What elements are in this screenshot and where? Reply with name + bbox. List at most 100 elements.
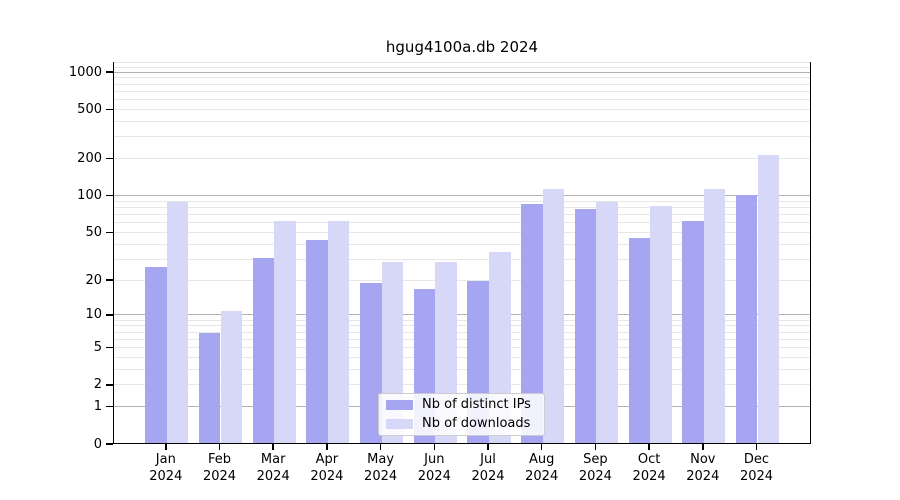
x-tick bbox=[594, 444, 597, 450]
y-tick-label: 1000 bbox=[68, 64, 102, 80]
legend-swatch-downloads bbox=[386, 419, 413, 429]
gridline-minor bbox=[114, 66, 810, 68]
legend-item-downloads: Nb of downloads bbox=[386, 416, 537, 432]
gridline-minor bbox=[114, 77, 810, 79]
gridline-minor bbox=[114, 158, 810, 160]
bar-mar-distinct-ips bbox=[252, 258, 275, 443]
y-tick-label: 20 bbox=[85, 272, 102, 288]
chart-title: hgug4100a.db 2024 bbox=[385, 38, 539, 56]
y-tick bbox=[106, 405, 113, 408]
y-tick bbox=[106, 157, 113, 160]
bar-sep-downloads bbox=[596, 202, 618, 443]
gridline-minor bbox=[114, 331, 810, 333]
bar-feb-downloads bbox=[220, 310, 243, 443]
x-tick-label-feb: Feb 2024 bbox=[202, 452, 237, 484]
bar-dec-distinct-ips bbox=[735, 194, 758, 443]
gridline-minor bbox=[114, 222, 810, 224]
x-tick bbox=[165, 444, 167, 450]
y-tick bbox=[106, 443, 113, 445]
gridline-major bbox=[114, 314, 810, 316]
gridline-minor bbox=[114, 214, 810, 216]
x-tick-label-nov: Nov 2024 bbox=[686, 452, 720, 484]
y-tick bbox=[106, 346, 113, 349]
gridline-minor bbox=[114, 99, 810, 101]
bar-nov-distinct-ips bbox=[682, 220, 704, 443]
gridline-minor bbox=[114, 83, 810, 85]
x-tick-label-apr: Apr 2024 bbox=[310, 452, 344, 484]
x-tick bbox=[379, 444, 382, 450]
x-tick-label-jul: Jul 2024 bbox=[471, 452, 505, 484]
bar-sep-distinct-ips bbox=[574, 209, 597, 443]
y-tick-label: 0 bbox=[93, 436, 102, 452]
y-tick bbox=[106, 314, 113, 316]
gridline-minor bbox=[114, 384, 810, 386]
x-tick-label-jun: Jun 2024 bbox=[417, 452, 451, 484]
gridline-minor bbox=[114, 279, 810, 281]
gridline-minor bbox=[114, 61, 810, 63]
x-tick bbox=[702, 444, 704, 450]
gridline-minor bbox=[114, 207, 810, 209]
y-tick-label: 500 bbox=[77, 101, 102, 117]
y-tick-label: 5 bbox=[93, 340, 102, 356]
bar-nov-downloads bbox=[703, 188, 726, 443]
y-tick-label: 200 bbox=[77, 151, 102, 167]
bar-feb-distinct-ips bbox=[198, 332, 221, 443]
y-tick-label: 2 bbox=[93, 377, 102, 393]
gridline-minor bbox=[114, 319, 810, 321]
plot-area bbox=[113, 61, 811, 444]
y-tick-label: 10 bbox=[85, 307, 102, 323]
bar-aug-distinct-ips bbox=[521, 203, 543, 443]
legend-item-distinct-ips: Nb of distinct IPs bbox=[386, 397, 537, 413]
gridline-minor bbox=[114, 356, 810, 358]
legend-label-downloads: Nb of downloads bbox=[422, 416, 531, 431]
y-tick bbox=[106, 108, 113, 111]
bar-apr-distinct-ips bbox=[306, 239, 328, 443]
bar-jan-distinct-ips bbox=[145, 267, 167, 443]
x-tick bbox=[648, 444, 650, 450]
x-tick-label-may: May 2024 bbox=[364, 452, 398, 484]
gridline-minor bbox=[114, 368, 810, 370]
gridline-minor bbox=[114, 200, 810, 202]
legend-label-distinct-ips: Nb of distinct IPs bbox=[422, 397, 531, 412]
x-tick bbox=[540, 444, 543, 450]
y-tick-label: 50 bbox=[85, 224, 102, 240]
gridline-minor bbox=[114, 347, 810, 349]
legend-swatch-distinct-ips bbox=[386, 400, 413, 410]
x-tick-label-aug: Aug 2024 bbox=[525, 452, 559, 484]
bar-oct-downloads bbox=[650, 206, 672, 443]
gridline-minor bbox=[114, 90, 810, 92]
x-tick bbox=[487, 444, 489, 450]
gridline-minor bbox=[114, 325, 810, 327]
gridline-minor bbox=[114, 108, 810, 110]
x-tick bbox=[755, 444, 758, 450]
y-tick-label: 1 bbox=[93, 399, 102, 415]
x-tick bbox=[433, 444, 436, 450]
y-tick-label: 100 bbox=[77, 188, 102, 204]
bar-oct-distinct-ips bbox=[628, 238, 651, 443]
gridline-minor bbox=[114, 136, 810, 138]
x-tick bbox=[218, 444, 221, 450]
x-tick bbox=[326, 444, 328, 450]
x-tick-label-mar: Mar 2024 bbox=[256, 452, 290, 484]
gridline-major bbox=[114, 71, 810, 73]
x-tick-label-sep: Sep 2024 bbox=[578, 452, 612, 484]
y-tick bbox=[106, 231, 113, 234]
x-tick-label-oct: Oct 2024 bbox=[632, 452, 666, 484]
bar-jan-downloads bbox=[166, 201, 189, 443]
x-tick-label-jan: Jan 2024 bbox=[149, 452, 183, 484]
gridline-minor bbox=[114, 243, 810, 245]
chart-legend: Nb of distinct IPs Nb of downloads bbox=[378, 393, 545, 436]
gridline-minor bbox=[114, 258, 810, 260]
x-tick-label-dec: Dec 2024 bbox=[739, 452, 774, 484]
bar-mar-downloads bbox=[274, 220, 296, 443]
bar-may-distinct-ips bbox=[360, 283, 382, 443]
bar-apr-downloads bbox=[327, 220, 350, 443]
gridline-minor bbox=[114, 338, 810, 340]
y-tick bbox=[106, 279, 113, 281]
y-tick bbox=[106, 71, 113, 73]
gridline-minor bbox=[114, 120, 810, 122]
bar-dec-downloads bbox=[757, 155, 780, 443]
y-tick bbox=[106, 194, 113, 197]
x-tick bbox=[272, 444, 274, 450]
